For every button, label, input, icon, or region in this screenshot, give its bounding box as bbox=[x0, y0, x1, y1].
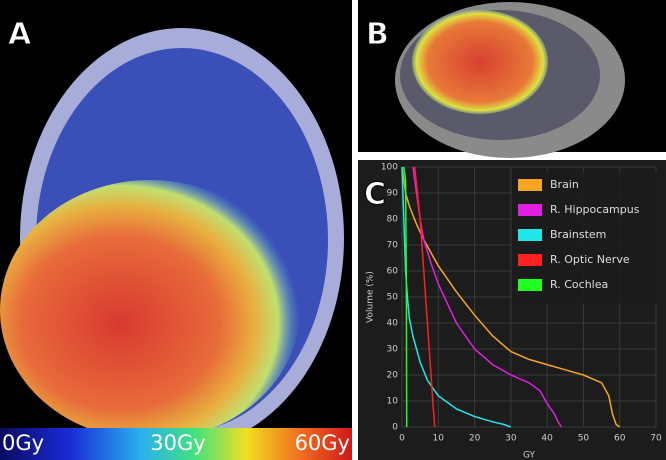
x-tick-label: 60 bbox=[614, 434, 626, 444]
legend-label: R. Hippocampus bbox=[550, 203, 640, 216]
legend-swatch bbox=[518, 204, 542, 216]
dvh-line bbox=[413, 166, 436, 428]
x-tick-label: 50 bbox=[578, 434, 590, 444]
panel-label: B bbox=[366, 17, 389, 52]
x-tick-label: 70 bbox=[650, 434, 662, 444]
x-tick-label: 20 bbox=[469, 434, 481, 444]
y-tick-label: 20 bbox=[387, 371, 399, 381]
y-tick-label: 0 bbox=[392, 423, 398, 433]
y-tick-label: 100 bbox=[381, 163, 398, 173]
colorbar-label: 60Gy bbox=[295, 431, 350, 455]
x-tick-label: 10 bbox=[433, 434, 445, 444]
legend-label: Brain bbox=[550, 178, 579, 191]
dvh-line bbox=[401, 166, 621, 428]
dose-region bbox=[412, 10, 548, 114]
panel-label: A bbox=[8, 17, 32, 52]
y-tick-label: 60 bbox=[387, 267, 399, 277]
x-tick-label: 0 bbox=[399, 434, 405, 444]
legend-label: Brainstem bbox=[550, 228, 606, 241]
x-tick-label: 30 bbox=[505, 434, 517, 444]
panel-label: C bbox=[364, 177, 386, 212]
colorbar-label: 30Gy bbox=[150, 431, 205, 455]
legend-swatch bbox=[518, 254, 542, 266]
dvh-line bbox=[403, 166, 408, 428]
legend-swatch bbox=[518, 229, 542, 241]
y-tick-label: 10 bbox=[387, 397, 399, 407]
y-axis-label: Volume (%) bbox=[366, 271, 376, 323]
dose-region bbox=[0, 180, 300, 440]
y-tick-label: 40 bbox=[387, 319, 399, 329]
dvh-line bbox=[412, 166, 563, 428]
y-tick-label: 30 bbox=[387, 345, 399, 355]
y-tick-label: 80 bbox=[387, 215, 399, 225]
y-tick-label: 50 bbox=[387, 293, 399, 303]
x-axis-label: GY bbox=[523, 451, 536, 460]
legend-swatch bbox=[518, 279, 542, 291]
colorbar bbox=[0, 428, 352, 460]
legend-swatch bbox=[518, 179, 542, 191]
colorbar-label: 0Gy bbox=[2, 431, 44, 455]
x-tick-label: 40 bbox=[541, 434, 553, 444]
y-tick-label: 70 bbox=[387, 241, 399, 251]
legend-label: R. Cochlea bbox=[550, 278, 608, 291]
y-tick-label: 90 bbox=[387, 189, 399, 199]
dvh-chart: 0 10 20 30 40 50 60 70 80 90 100 0 10 20 30 40 50 60 70 Vol… bbox=[366, 163, 662, 460]
legend-label: R. Optic Nerve bbox=[550, 253, 630, 266]
